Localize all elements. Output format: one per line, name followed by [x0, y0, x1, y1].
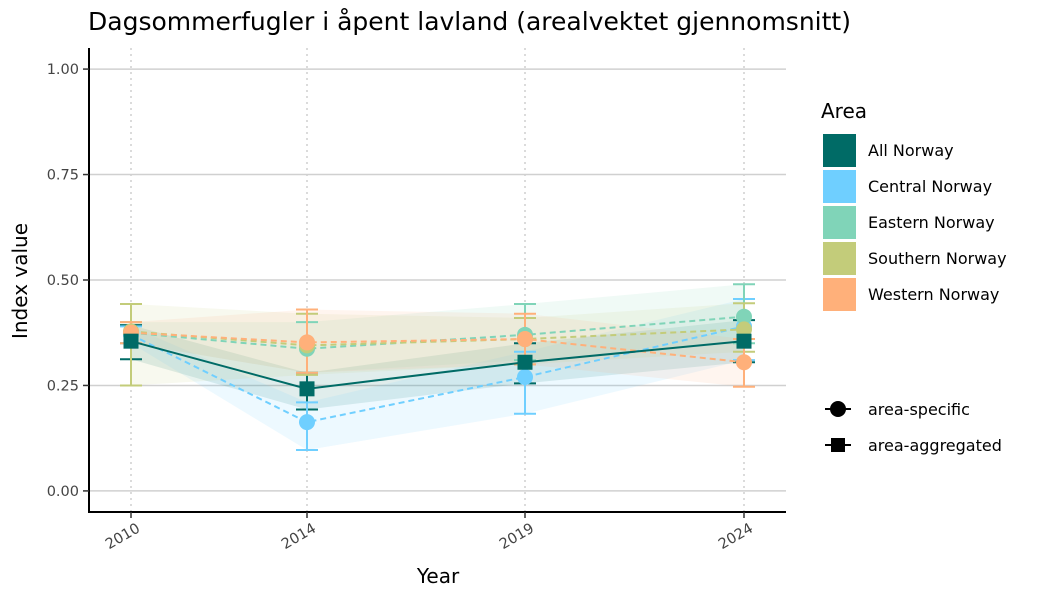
legend-swatch-southern-norway — [823, 242, 856, 275]
data-point-circle — [517, 331, 533, 348]
x-tick-label: 2010 — [103, 521, 143, 553]
ribbon-all-norway — [131, 320, 744, 410]
series-line-all-norway — [130, 340, 745, 390]
data-point-circle — [736, 308, 752, 325]
y-tick-label: 0.00 — [47, 484, 79, 500]
shape-legend-circle — [830, 401, 846, 417]
legend-label: Southern Norway — [868, 249, 1007, 268]
x-axis-title: Year — [416, 564, 460, 588]
plot-area: 0.00 0.25 0.50 0.75 1.00 2010 2014 2019 2024 — [47, 48, 786, 553]
legend-label: Central Norway — [868, 177, 992, 196]
legend-label: Eastern Norway — [868, 213, 995, 232]
y-tick-label: 0.75 — [47, 168, 79, 184]
y-tick-label: 0.25 — [47, 378, 79, 394]
data-point-square — [736, 333, 752, 349]
data-point-circle — [736, 354, 752, 371]
data-point-circle — [299, 414, 315, 431]
data-point-square — [517, 354, 533, 370]
legend-label: All Norway — [868, 141, 954, 160]
legend-swatch-eastern-norway — [823, 206, 856, 239]
legend-label: Western Norway — [868, 285, 999, 304]
ribbon-southern-norway — [131, 303, 744, 386]
data-point-circle — [517, 369, 533, 386]
x-tick-label: 2019 — [497, 521, 537, 553]
y-tick-label: 1.00 — [47, 62, 79, 78]
data-point-square — [299, 381, 315, 397]
chart-title: Dagsommerfugler i åpent lavland (arealve… — [88, 7, 851, 36]
shape-legend-square — [831, 438, 845, 452]
shape-legend-label: area-aggregated — [868, 436, 1002, 455]
y-tick-label: 0.50 — [47, 273, 79, 289]
legend-swatch-central-norway — [823, 170, 856, 203]
shape-legend-label: area-specific — [868, 400, 970, 419]
ribbon-eastern-norway — [131, 284, 744, 373]
y-axis-title: Index value — [8, 223, 32, 339]
x-tick-label: 2014 — [279, 521, 319, 553]
data-point-circle — [736, 321, 752, 338]
legend-title: Area — [821, 99, 867, 123]
legend-swatch-all-norway — [823, 134, 856, 167]
x-tick-label: 2024 — [716, 521, 756, 553]
series-line-southern-norway — [130, 328, 745, 347]
legend: Area All Norway Central Norway Eastern Nor… — [821, 99, 1007, 455]
series-line-western-norway — [130, 331, 745, 364]
legend-swatch-western-norway — [823, 278, 856, 311]
data-point-square — [123, 333, 139, 349]
data-point-circle — [299, 334, 315, 351]
